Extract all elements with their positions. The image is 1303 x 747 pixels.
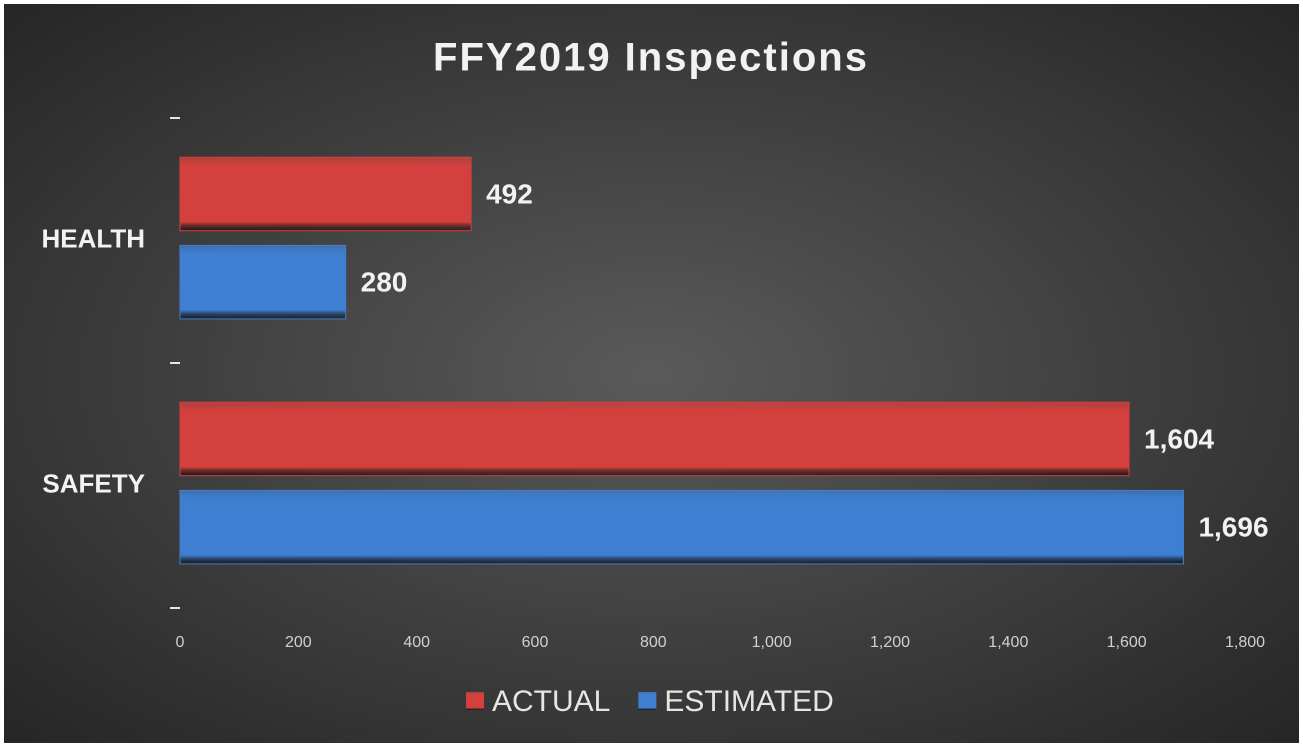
value-label: 1,696 [1198,512,1268,543]
value-label: 280 [361,267,408,298]
bar [179,489,1184,565]
bar [179,244,347,320]
legend-label: ACTUAL [492,685,610,718]
x-tick-label: 1,600 [1107,634,1147,651]
chart-title: FFY2019 Inspections [433,36,869,80]
bar [179,156,472,232]
x-tick-label: 1,400 [988,634,1028,651]
chart-background [4,4,1299,743]
x-tick-label: 1,000 [752,634,792,651]
legend-label: ESTIMATED [664,685,833,718]
x-tick-label: 0 [176,634,185,651]
value-label: 1,604 [1144,423,1214,454]
x-tick-label: 1,200 [870,634,910,651]
x-tick-label: 600 [522,634,549,651]
value-label: 492 [486,178,533,209]
category-label: HEALTH [41,223,145,253]
legend-swatch [638,692,657,710]
x-tick-label: 800 [640,634,667,651]
bar [179,401,1130,477]
category-label: SAFETY [42,468,145,498]
x-tick-label: 400 [403,634,430,651]
x-tick-label: 200 [285,634,312,651]
x-tick-label: 1,800 [1225,634,1265,651]
legend-swatch [466,692,484,710]
